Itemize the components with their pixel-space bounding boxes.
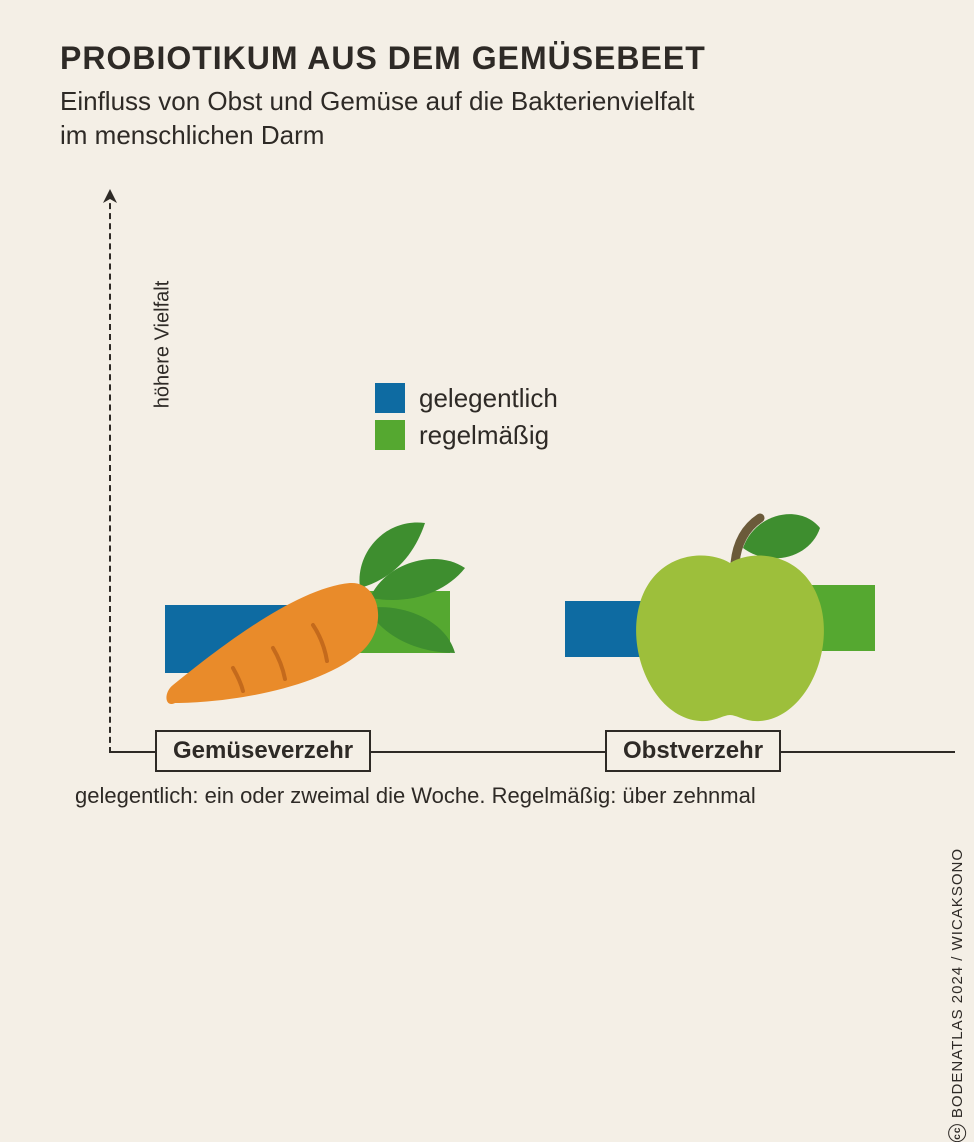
legend-swatch-occasional xyxy=(375,383,405,413)
y-axis-arrow-icon xyxy=(102,189,118,207)
credit: cc BODENATLAS 2024 / WICAKSONO xyxy=(948,848,966,1142)
credit-text: BODENATLAS 2024 / WICAKSONO xyxy=(949,848,966,1118)
apple-icon xyxy=(615,493,845,733)
carrot-icon xyxy=(155,493,475,733)
x-label-gemuese: Gemüseverzehr xyxy=(155,730,371,772)
legend: gelegentlich regelmäßig xyxy=(375,383,558,457)
legend-item-regular: regelmäßig xyxy=(375,420,558,451)
subtitle: Einfluss von Obst und Gemüse auf die Bak… xyxy=(60,85,924,153)
cc-icon: cc xyxy=(948,1124,966,1142)
chart: höhere Vielfalt gelegentlich regelmäßig xyxy=(75,193,935,783)
page-title: PROBIOTIKUM AUS DEM GEMÜSEBEET xyxy=(60,40,924,77)
legend-swatch-regular xyxy=(375,420,405,450)
footnote: gelegentlich: ein oder zweimal die Woche… xyxy=(75,783,924,809)
legend-label-regular: regelmäßig xyxy=(419,420,549,451)
subtitle-line-1: Einfluss von Obst und Gemüse auf die Bak… xyxy=(60,86,694,116)
x-label-obst: Obstverzehr xyxy=(605,730,781,772)
y-axis xyxy=(109,193,111,753)
legend-item-occasional: gelegentlich xyxy=(375,383,558,414)
y-axis-label: höhere Vielfalt xyxy=(152,244,175,444)
subtitle-line-2: im menschlichen Darm xyxy=(60,120,324,150)
legend-label-occasional: gelegentlich xyxy=(419,383,558,414)
